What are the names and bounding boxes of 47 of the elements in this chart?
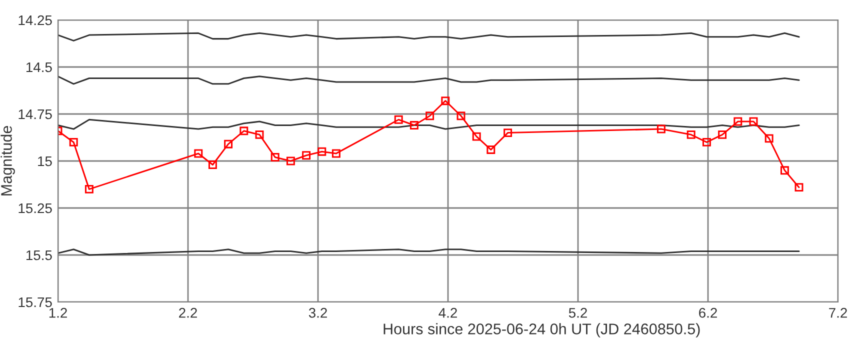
point [718,130,727,139]
line-series [58,76,800,85]
y-tick-label: 14.5 [26,62,52,72]
point [486,145,496,154]
line-series [58,32,800,42]
x-tick-label: 4.2 [438,308,457,318]
y-tick-label: 15.75 [18,297,52,308]
point [394,115,403,124]
y-tick-label: 15.25 [18,203,52,214]
point [441,96,450,106]
point [456,112,466,120]
point [764,134,774,143]
x-tick-label: 3.2 [308,308,327,318]
y-tick-label: 15.5 [26,250,52,260]
x-tick-label: 5.2 [568,308,587,318]
point [302,151,311,160]
point [255,130,264,139]
point [410,121,418,130]
x-tick-label: 1.2 [49,308,67,318]
y-tick-label: 14.75 [18,109,52,120]
point [472,132,481,141]
point [504,128,512,138]
point [686,130,696,139]
point [656,124,666,134]
x-tick-label: 6.2 [699,308,717,318]
x-axis-title: Hours since 2025-06-24 0h UT (JD 2460850.5) [384,323,700,338]
point [794,183,804,192]
point [734,117,742,126]
point [286,156,295,166]
point [240,126,248,136]
point [318,147,326,156]
y-tick-label: 14.25 [18,15,52,26]
point [780,166,789,175]
point [270,153,280,162]
x-tick-label: 2.2 [179,308,197,318]
point [702,138,711,146]
y-axis-title: Magnitude [0,126,15,196]
point [194,149,203,158]
point [749,117,758,126]
point [224,140,233,148]
point [426,112,434,120]
point [208,160,217,169]
point [332,149,340,158]
point [84,184,94,194]
x-tick-label: 7.2 [829,308,847,318]
y-tick-label: 15 [38,156,52,166]
point [69,138,78,146]
